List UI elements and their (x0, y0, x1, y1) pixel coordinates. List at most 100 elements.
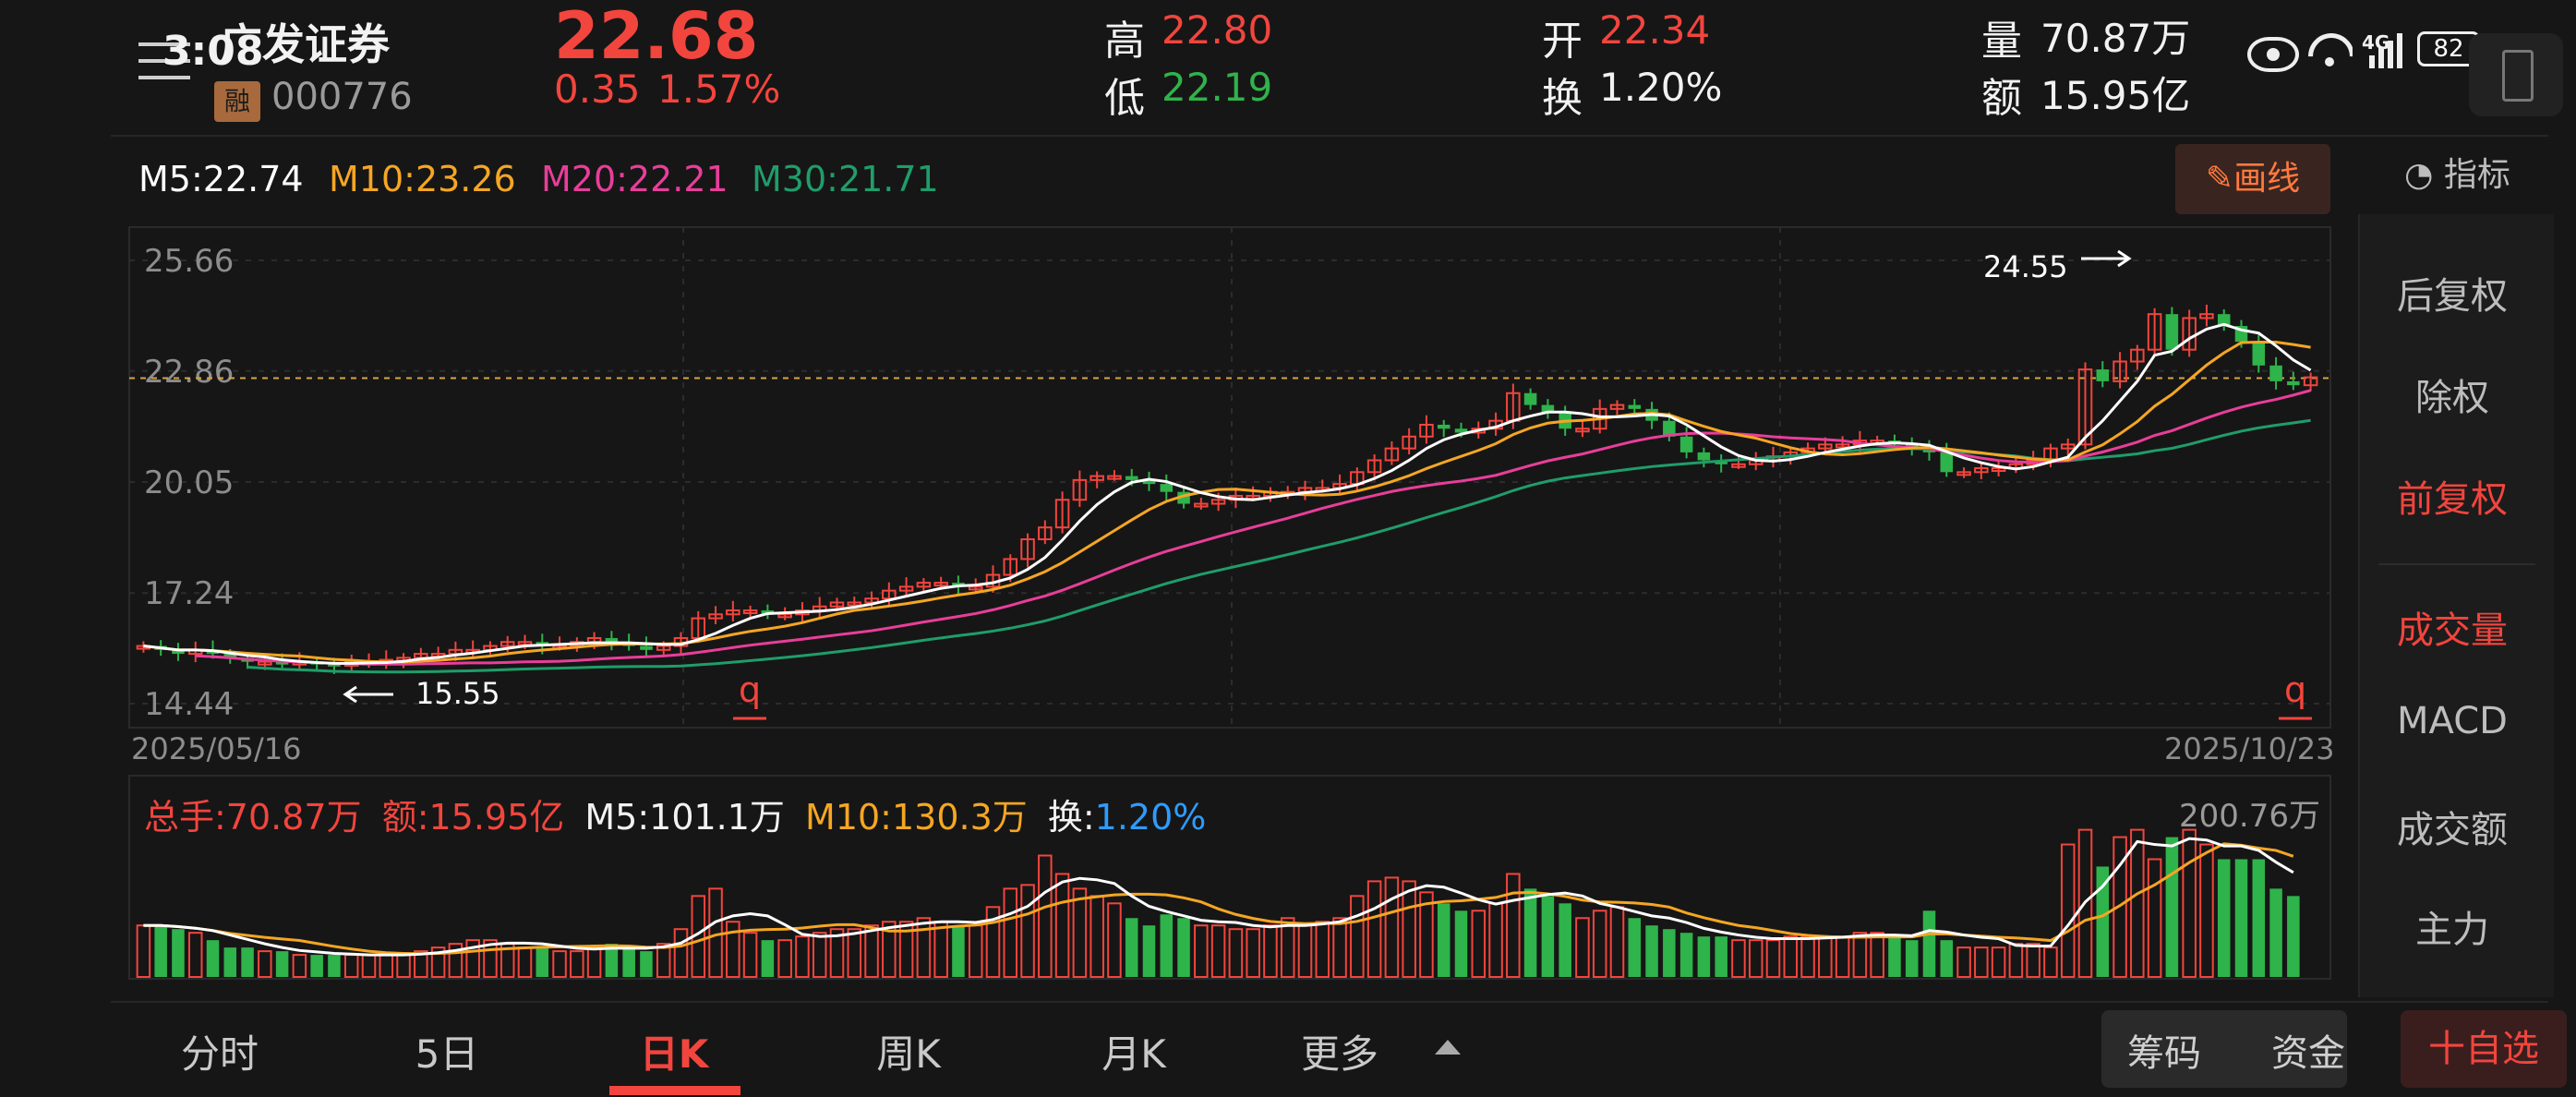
volume-bar (2269, 888, 2282, 977)
chevron-up-icon[interactable] (1435, 1040, 1461, 1055)
volume-bar (1645, 925, 1658, 977)
max-arrow-head (2117, 249, 2132, 268)
ma5-legend: M5:22.74 (138, 159, 304, 199)
y-tick-label: 22.86 (144, 354, 234, 391)
candle-body (691, 617, 706, 639)
volume-turnover: 1.20% (1094, 797, 1207, 838)
volume-bar (777, 939, 792, 979)
landscape-toggle-icon[interactable] (2469, 33, 2563, 116)
volume-bar (379, 954, 394, 978)
candle-body (829, 601, 845, 608)
side-item-back-adjust[interactable]: 后复权 (2397, 275, 2508, 318)
candle-body (640, 645, 653, 650)
tab-daily-k[interactable]: 日K (639, 1031, 709, 1077)
tab-more[interactable]: 更多 (1300, 1031, 1378, 1077)
tab-weekly-k[interactable]: 周K (876, 1031, 941, 1077)
candle-body (1038, 526, 1053, 541)
margin-badge: 融 (214, 81, 260, 122)
volume-bar (2060, 843, 2076, 978)
volume-bar (847, 928, 862, 978)
indicator-label: 指标 (2443, 156, 2510, 194)
volume-bar (343, 954, 359, 978)
tab-5day[interactable]: 5日 (415, 1031, 479, 1077)
candle-body (1523, 392, 1537, 405)
volume-ma10: M10:130.3万 (805, 797, 1028, 838)
side-item-macd[interactable]: MACD (2397, 700, 2508, 742)
side-item-forward-adjust[interactable]: 前复权 (2397, 478, 2508, 521)
low-value: 22.19 (1162, 65, 1273, 110)
volume-bar (1038, 854, 1053, 978)
volume-bar (1350, 895, 1365, 978)
turnover-label: 换 (1542, 75, 1583, 122)
candle-body (847, 601, 862, 607)
volume-bar (328, 955, 341, 977)
price-chart-frame (128, 226, 2331, 729)
volume-bar (898, 921, 914, 978)
volume-bar (465, 939, 480, 979)
tab-monthly-k[interactable]: 月K (1101, 1031, 1166, 1077)
volume-bar (1125, 918, 1138, 977)
volume-bar (310, 955, 323, 977)
volume-bar (361, 954, 377, 978)
indicator-button[interactable]: ◔ 指标 (2404, 148, 2510, 196)
side-item-volume[interactable]: 成交量 (2397, 609, 2508, 652)
volume-bar (1280, 917, 1295, 979)
volume-bar (1384, 876, 1400, 979)
ma20-legend: M20:22.21 (541, 159, 728, 199)
funds-button[interactable]: 资金 (2271, 1032, 2345, 1075)
chips-button[interactable]: 筹码 (2127, 1032, 2201, 1075)
side-item-main-force[interactable]: 主力 (2415, 909, 2489, 951)
volume-bar (187, 932, 203, 978)
volume-bar (275, 951, 289, 977)
candle-body (898, 585, 914, 592)
volume-bar (882, 921, 897, 978)
volume-bar (812, 932, 827, 978)
volume-bar (1852, 932, 1868, 978)
volume-bar (1523, 888, 1537, 977)
volume-bar (1905, 940, 1919, 977)
candle-body (1142, 479, 1156, 485)
volume-bar (1663, 929, 1676, 977)
side-item-amount[interactable]: 成交额 (2397, 809, 2508, 851)
volume-bar (1870, 932, 1884, 978)
volume-bar (1263, 924, 1278, 978)
draw-line-button[interactable]: ✎画线 (2175, 144, 2330, 214)
max-price-label: 24.55 (1983, 249, 2068, 284)
add-watchlist-button[interactable]: 十自选 (2401, 1010, 2567, 1088)
candle-body (1089, 475, 1104, 481)
wifi-icon (2308, 28, 2353, 72)
candle-body (1437, 424, 1451, 429)
candle-body (500, 641, 515, 647)
candle-body (1541, 404, 1555, 414)
side-item-ex-rights[interactable]: 除权 (2415, 377, 2489, 419)
candle-body (2077, 368, 2093, 446)
tab-intraday[interactable]: 分时 (180, 1031, 259, 1077)
candle-body (275, 661, 289, 665)
volume-bar (864, 924, 879, 978)
candle-body (1454, 428, 1468, 433)
volume-bar (1107, 902, 1122, 979)
menu-icon[interactable] (138, 39, 190, 79)
status-time: 3:08 (163, 28, 264, 75)
candle-body (1679, 436, 1693, 452)
volume-bar (396, 954, 411, 978)
candle-body (1003, 558, 1018, 576)
volume-bar (1541, 896, 1555, 977)
volume-bar (1020, 884, 1035, 978)
y-tick-label: 25.66 (144, 243, 234, 280)
volume-bar (1210, 924, 1226, 978)
candle-body (1194, 502, 1209, 508)
candle-body (1107, 475, 1122, 480)
candle-body (1160, 484, 1174, 492)
volume-bar (1366, 880, 1382, 978)
volume-bar (726, 921, 740, 978)
candle-body (2269, 365, 2282, 381)
volume-bar (1991, 946, 2006, 978)
candle-body (172, 649, 185, 655)
volume-bar (933, 921, 948, 978)
volume-bar (1315, 921, 1330, 978)
volume-bar (1419, 891, 1434, 978)
volume-bar (1142, 925, 1156, 977)
candle-body (1731, 463, 1746, 468)
